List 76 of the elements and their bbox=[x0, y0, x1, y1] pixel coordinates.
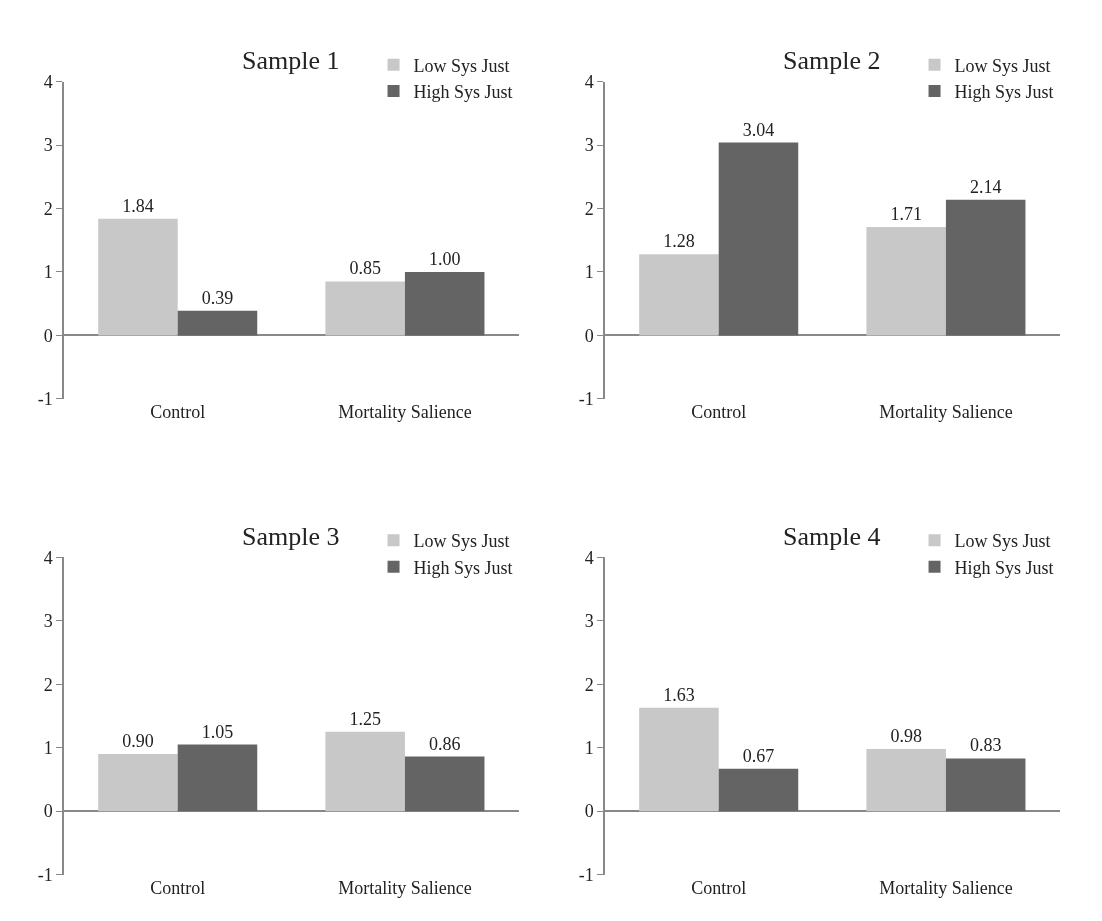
bar bbox=[639, 707, 719, 812]
y-tick-label: 2 bbox=[584, 674, 594, 695]
y-tick-label: 1 bbox=[43, 262, 53, 283]
y-tick-label: 4 bbox=[43, 71, 53, 92]
legend-label: Low Sys Just bbox=[413, 531, 510, 552]
y-tick-label: -1 bbox=[578, 389, 594, 410]
y-tick-label: 4 bbox=[584, 547, 594, 568]
data-label: 1.63 bbox=[663, 684, 695, 705]
bar bbox=[325, 281, 405, 336]
x-tick-label: Mortality Salience bbox=[338, 401, 472, 422]
bar bbox=[718, 142, 799, 336]
data-label: 0.98 bbox=[890, 725, 922, 746]
y-tick-label: -1 bbox=[37, 864, 53, 885]
y-tick-label: 2 bbox=[43, 198, 53, 219]
y-tick-label: 3 bbox=[584, 611, 594, 632]
y-tick-label: 4 bbox=[584, 71, 594, 92]
legend-label: Low Sys Just bbox=[954, 531, 1051, 552]
bar bbox=[718, 768, 799, 812]
x-tick-label: Mortality Salience bbox=[879, 401, 1013, 422]
y-tick-label: 0 bbox=[43, 325, 53, 346]
data-label: 1.25 bbox=[349, 708, 381, 729]
data-label: 1.00 bbox=[428, 248, 461, 269]
legend-label: High Sys Just bbox=[413, 557, 513, 578]
data-label: 0.83 bbox=[969, 735, 1002, 756]
y-tick-label: 2 bbox=[584, 198, 594, 219]
y-tick-label: 0 bbox=[584, 325, 594, 346]
data-label: 0.67 bbox=[742, 745, 775, 766]
y-tick-label: 0 bbox=[584, 801, 594, 822]
bar bbox=[404, 271, 485, 336]
x-tick-label: Control bbox=[150, 877, 206, 898]
bar bbox=[945, 199, 1026, 336]
y-tick-label: 3 bbox=[584, 135, 594, 156]
x-tick-label: Mortality Salience bbox=[338, 877, 472, 898]
data-label: 2.14 bbox=[969, 176, 1002, 197]
data-label: 0.90 bbox=[122, 731, 154, 752]
bar bbox=[177, 310, 258, 336]
data-label: 3.04 bbox=[742, 119, 775, 140]
bar bbox=[639, 254, 719, 336]
data-label: 1.28 bbox=[663, 231, 695, 252]
bar bbox=[98, 754, 178, 812]
legend-label: Low Sys Just bbox=[954, 55, 1051, 76]
y-tick-label: 3 bbox=[43, 611, 53, 632]
y-tick-label: 3 bbox=[43, 135, 53, 156]
y-tick-label: 1 bbox=[43, 738, 53, 759]
x-tick-label: Control bbox=[691, 401, 747, 422]
data-label: 0.39 bbox=[201, 287, 234, 308]
legend-label: High Sys Just bbox=[954, 557, 1054, 578]
y-tick-label: 4 bbox=[43, 547, 53, 568]
x-tick-label: Control bbox=[691, 877, 747, 898]
bar bbox=[866, 748, 946, 812]
data-label: 0.85 bbox=[349, 258, 381, 279]
bar bbox=[325, 731, 405, 812]
chart-title: Sample 4 bbox=[783, 522, 881, 551]
legend-label: High Sys Just bbox=[954, 82, 1054, 103]
data-label: 1.05 bbox=[201, 721, 234, 742]
bar bbox=[98, 218, 178, 336]
y-tick-label: 1 bbox=[584, 738, 594, 759]
legend-label: High Sys Just bbox=[413, 82, 513, 103]
bar bbox=[177, 744, 258, 812]
y-tick-label: 0 bbox=[43, 801, 53, 822]
x-tick-label: Control bbox=[150, 401, 206, 422]
data-label: 1.71 bbox=[890, 203, 922, 224]
y-tick-label: -1 bbox=[578, 864, 594, 885]
data-label: 1.84 bbox=[122, 195, 154, 216]
chart-title: Sample 2 bbox=[783, 46, 881, 75]
chart-title: Sample 3 bbox=[242, 522, 340, 551]
y-tick-label: 1 bbox=[584, 262, 594, 283]
x-tick-label: Mortality Salience bbox=[879, 877, 1013, 898]
bar bbox=[404, 756, 485, 812]
data-label: 0.86 bbox=[428, 733, 461, 754]
bar bbox=[945, 758, 1026, 812]
y-tick-label: -1 bbox=[37, 389, 53, 410]
chart-title: Sample 1 bbox=[242, 46, 340, 75]
legend-label: Low Sys Just bbox=[413, 55, 510, 76]
bar bbox=[866, 226, 946, 336]
y-tick-label: 2 bbox=[43, 674, 53, 695]
